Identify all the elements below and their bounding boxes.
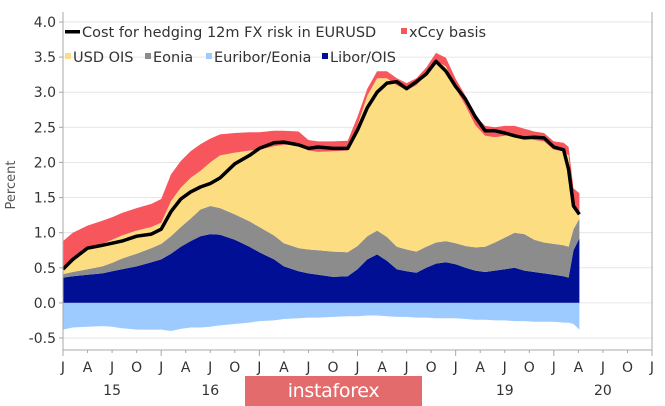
legend-label-eonia: Eonia [153,50,193,66]
y-tick-label: 2.0 [34,155,56,171]
area-eonia [63,206,580,278]
y-tick-label: -0.5 [29,331,56,347]
y-tick-label: 2.5 [34,120,56,136]
year-label: 15 [103,383,121,399]
cost-line-group [61,59,581,271]
y-tick-label: 1.5 [34,191,56,207]
area-euribor-eonia [63,302,580,331]
y-tick-label: 3.0 [34,85,56,101]
x-tick-label: J [502,360,507,376]
x-tick-label: A [574,360,584,376]
x-tick-label: A [279,360,289,376]
y-ticks: 4.0 3.5 3.0 2.5 2.0 1.5 1.0 0.5 0.0 -0.5 [29,15,63,347]
legend-label-xccy: xCcy basis [409,25,486,41]
x-tick-label: A [83,360,93,376]
x-tick-label: O [524,360,535,376]
legend: Cost for hedging 12m FX risk in EURUSD x… [65,25,486,66]
y-tick-label: 1.0 [34,226,56,242]
x-tick-label: J [305,360,310,376]
legend-marker-xccy [401,28,407,34]
x-tick-label: O [131,360,142,376]
y-tick-label: 0.5 [34,261,56,277]
area-usd-ois [63,61,580,275]
legend-marker-eonia [145,53,151,59]
year-label: 16 [201,383,219,399]
legend-marker-libor [322,53,328,59]
x-tick-label: O [327,360,338,376]
x-tick-label: J [404,360,409,376]
area-libor-ois [63,234,580,303]
y-tick-label: 0.0 [34,296,56,312]
y-axis-label: Percent [4,161,19,210]
year-label: 19 [496,383,514,399]
y-tick-label: 3.5 [34,50,56,66]
x-tick-label: J [60,360,65,376]
legend-label-libor: Libor/OIS [330,50,396,66]
x-tick-label: O [426,360,437,376]
legend-label-usd-ois: USD OIS [73,50,134,66]
legend-marker-cost-line [65,30,80,34]
legend-marker-usd-ois [65,53,71,59]
legend-label-euribor: Euribor/Eonia [214,50,311,66]
cost-hedging-line [61,59,581,271]
x-tick-label: J [109,360,114,376]
year-label: 20 [594,383,612,399]
x-tick-label: J [207,360,212,376]
x-tick-label: J [551,360,556,376]
legend-marker-euribor [206,53,212,59]
x-tick-label: J [256,360,261,376]
x-tick-label: O [622,360,633,376]
watermark-logo: instaforex [245,376,422,406]
x-tick-label: A [377,360,387,376]
y-tick-label: 4.0 [34,15,56,31]
x-tick-label: J [453,360,458,376]
x-tick-label: J [649,360,654,376]
stacked-areas [63,52,580,331]
legend-label-cost: Cost for hedging 12m FX risk in EURUSD [82,25,376,41]
x-tick-label: A [181,360,191,376]
year-labels: 15 16 19 20 [103,383,612,399]
x-tick-label: J [600,360,605,376]
x-tick-label: O [229,360,240,376]
x-tick-label: J [158,360,163,376]
x-tick-label: J [354,360,359,376]
x-tick-label: A [475,360,485,376]
